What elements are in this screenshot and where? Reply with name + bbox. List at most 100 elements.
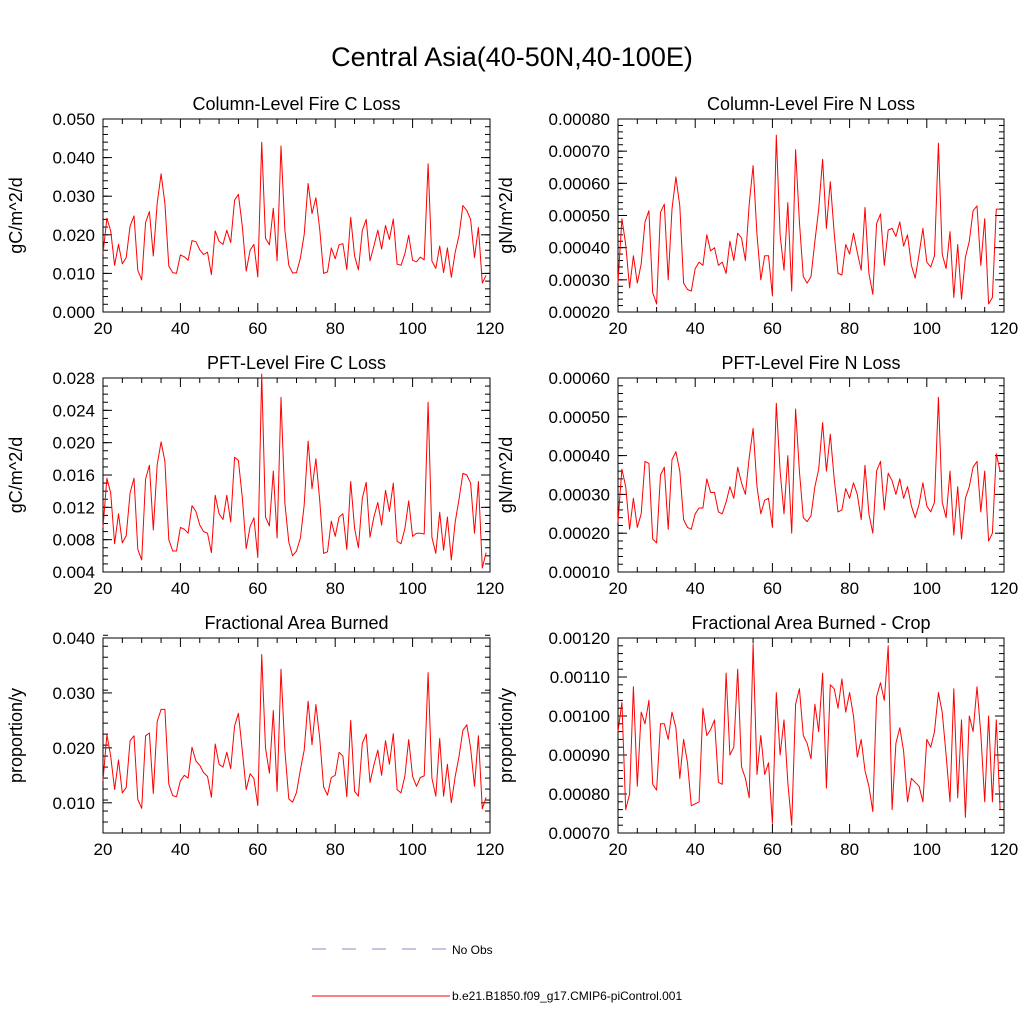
- series-line: [102, 373, 487, 569]
- y-tick-label: 0.00100: [549, 707, 610, 726]
- y-tick-label: 0.024: [52, 401, 95, 420]
- y-tick-label: 0.00080: [549, 110, 610, 129]
- y-axis-label: gC/m^2/d: [6, 177, 26, 253]
- x-tick-label: 60: [763, 579, 782, 598]
- y-tick-label: 0.050: [52, 110, 95, 129]
- x-tick-label: 120: [476, 840, 504, 859]
- x-tick-label: 60: [248, 840, 267, 859]
- panel-title: PFT-Level Fire C Loss: [207, 353, 386, 373]
- y-tick-label: 0.00060: [549, 174, 610, 193]
- legend-model-label: b.e21.B1850.f09_g17.CMIP6-piControl.001: [452, 989, 682, 1003]
- y-tick-label: 0.010: [52, 794, 95, 813]
- x-tick-label: 80: [840, 579, 859, 598]
- y-tick-label: 0.00030: [549, 485, 610, 504]
- plot-frame: [102, 377, 491, 573]
- y-tick-label: 0.010: [52, 264, 95, 283]
- x-tick-label: 120: [990, 319, 1018, 338]
- panel-title: PFT-Level Fire N Loss: [721, 353, 900, 373]
- plot-frame: [102, 118, 491, 313]
- y-tick-label: 0.008: [52, 531, 95, 550]
- y-tick-label: 0.004: [52, 563, 95, 582]
- y-tick-label: 0.020: [52, 226, 95, 245]
- plot-frame: [617, 118, 1005, 313]
- x-tick-label: 20: [94, 319, 113, 338]
- y-tick-label: 0.030: [52, 684, 95, 703]
- x-tick-label: 60: [763, 319, 782, 338]
- x-tick-label: 80: [326, 579, 345, 598]
- y-tick-label: 0.040: [52, 149, 95, 168]
- panel-5: 20 40 60 80 100 120 0.010 0.020 0.030 0.040 Fracti…: [6, 613, 504, 859]
- panel-6: 20 40 60 80 100 120 0.00070 0.00080 0.00090 0.001…: [496, 613, 1018, 859]
- y-tick-label: 0.020: [52, 434, 95, 453]
- panel-title: Fractional Area Burned - Crop: [691, 613, 930, 633]
- x-tick-label: 100: [913, 319, 941, 338]
- x-tick-label: 120: [990, 579, 1018, 598]
- x-tick-label: 60: [248, 319, 267, 338]
- x-tick-label: 20: [94, 840, 113, 859]
- plot-frame: [617, 377, 1005, 573]
- legend: No Obs b.e21.B1850.f09_g17.CMIP6-piContro…: [312, 943, 682, 1003]
- x-tick-label: 100: [398, 840, 426, 859]
- y-axis-label: gN/m^2/d: [496, 437, 516, 513]
- y-tick-label: 0.020: [52, 739, 95, 758]
- x-tick-label: 40: [171, 579, 190, 598]
- y-tick-label: 0.00020: [549, 524, 610, 543]
- y-tick-label: 0.030: [52, 187, 95, 206]
- y-tick-label: 0.00010: [549, 563, 610, 582]
- x-tick-label: 100: [398, 319, 426, 338]
- panel-2: 20 40 60 80 100 120 0.00020 0.00030 0.00040 0.000…: [496, 94, 1018, 338]
- y-tick-label: 0.040: [52, 629, 95, 648]
- y-tick-label: 0.012: [52, 498, 95, 517]
- x-tick-label: 40: [686, 840, 705, 859]
- x-tick-label: 120: [476, 579, 504, 598]
- x-tick-label: 100: [913, 840, 941, 859]
- y-tick-label: 0.00050: [549, 408, 610, 427]
- panel-title: Column-Level Fire C Loss: [192, 94, 400, 114]
- x-tick-label: 120: [990, 840, 1018, 859]
- x-tick-label: 20: [609, 840, 628, 859]
- x-tick-label: 40: [686, 579, 705, 598]
- x-tick-label: 80: [840, 840, 859, 859]
- plot-frame: [617, 637, 1005, 834]
- x-tick-label: 60: [248, 579, 267, 598]
- x-tick-label: 60: [763, 840, 782, 859]
- y-axis-label: gN/m^2/d: [496, 177, 516, 253]
- y-tick-label: 0.00050: [549, 207, 610, 226]
- x-tick-label: 80: [326, 840, 345, 859]
- x-tick-label: 120: [476, 319, 504, 338]
- y-tick-label: 0.00070: [549, 824, 610, 843]
- legend-obs-label: No Obs: [452, 943, 493, 957]
- x-tick-label: 80: [840, 319, 859, 338]
- plot-frame: [102, 637, 491, 834]
- y-tick-label: 0.00040: [549, 239, 610, 258]
- x-tick-label: 20: [609, 319, 628, 338]
- series-line: [617, 134, 1001, 305]
- panel-1: 20 40 60 80 100 120 0.000 0.010 0.020 0.030 0.040 0…: [6, 94, 504, 338]
- series-line: [617, 396, 1001, 544]
- y-axis-label: gC/m^2/d: [6, 437, 26, 513]
- x-tick-label: 20: [609, 579, 628, 598]
- y-tick-label: 0.00020: [549, 303, 610, 322]
- x-tick-label: 40: [171, 319, 190, 338]
- y-tick-label: 0.00030: [549, 271, 610, 290]
- y-tick-label: 0.016: [52, 466, 95, 485]
- y-tick-label: 0.00060: [549, 369, 610, 388]
- series-line: [617, 643, 1001, 826]
- x-tick-label: 40: [686, 319, 705, 338]
- panel-title: Column-Level Fire N Loss: [707, 94, 915, 114]
- y-axis-label: proportion/y: [496, 688, 516, 783]
- series-line: [102, 141, 487, 284]
- x-tick-label: 100: [398, 579, 426, 598]
- y-tick-label: 0.00070: [549, 142, 610, 161]
- y-tick-label: 0.028: [52, 369, 95, 388]
- x-tick-label: 100: [913, 579, 941, 598]
- x-tick-label: 20: [94, 579, 113, 598]
- series-line: [102, 654, 487, 810]
- y-tick-label: 0.00080: [549, 785, 610, 804]
- y-tick-label: 0.00090: [549, 746, 610, 765]
- panel-4: 20 40 60 80 100 120 0.00010 0.00020 0.00030 0.000…: [496, 353, 1018, 598]
- y-tick-label: 0.00040: [549, 447, 610, 466]
- y-tick-label: 0.00110: [550, 668, 610, 687]
- x-tick-label: 40: [171, 840, 190, 859]
